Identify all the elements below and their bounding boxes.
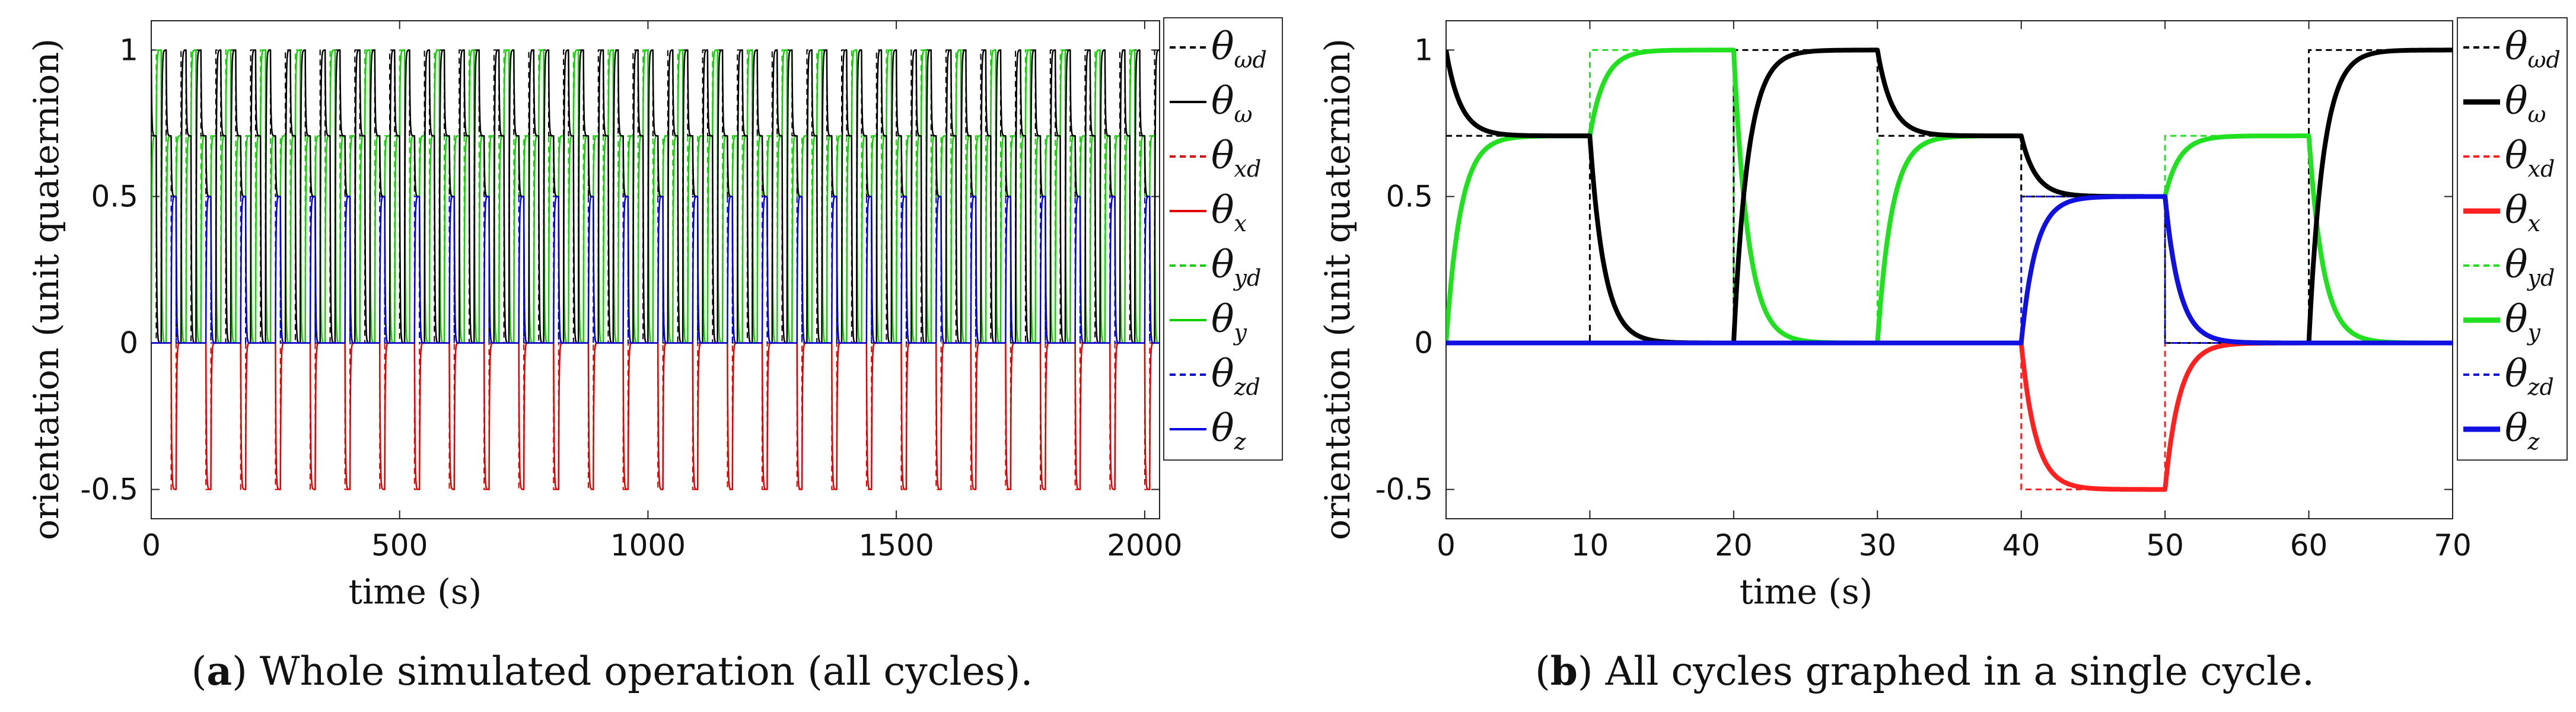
x-tick-label: 30 xyxy=(1858,528,1896,563)
series-actual-y xyxy=(151,49,1160,344)
legend-label: θωd xyxy=(1211,25,1267,73)
legend-label-base: θ xyxy=(1211,189,1234,232)
legend-label-sub: z xyxy=(1234,429,1247,455)
x-tick-label: 1500 xyxy=(859,528,934,563)
legend-label: θy xyxy=(1211,298,1247,346)
legend-label-sub: ωd xyxy=(1234,47,1267,73)
series-actual-z xyxy=(1446,194,2453,346)
legend-label-sub: x xyxy=(2528,210,2540,237)
legend-label-base: θ xyxy=(2505,352,2528,396)
series-group-a xyxy=(151,49,1160,490)
legend-label-base: θ xyxy=(2505,79,2528,123)
caption-b-open: ( xyxy=(1535,649,1550,694)
x-tick-label: 0 xyxy=(1437,528,1456,563)
x-axis-label-b: time (s) xyxy=(1740,571,1873,612)
y-tick-label: 1 xyxy=(1414,33,1433,67)
y-axis-label-a: orientation (unit quaternion) xyxy=(26,39,66,540)
legend-label-base: θ xyxy=(1211,25,1234,69)
x-tick-label: 500 xyxy=(371,528,428,563)
legend-label-sub: y xyxy=(1233,320,1247,346)
x-tick-label: 2000 xyxy=(1107,528,1182,563)
legend-label-base: θ xyxy=(1211,298,1234,341)
legend-label-sub: z xyxy=(2527,429,2540,455)
caption-a-text: ) Whole simulated operation (all cycles)… xyxy=(232,649,1033,694)
x-tick-label: 70 xyxy=(2434,528,2472,563)
legend-label-base: θ xyxy=(1211,134,1234,178)
legend-label-base: θ xyxy=(2505,189,2528,232)
legend-label: θx xyxy=(1211,189,1247,237)
plot-area-a xyxy=(151,20,1160,519)
x-tick-label: 50 xyxy=(2146,528,2184,563)
y-tick-label: 0.5 xyxy=(1386,179,1433,213)
legend-label: θω xyxy=(1211,79,1253,127)
legend-label-sub: ω xyxy=(2528,101,2546,127)
legend-label-sub: yd xyxy=(1233,265,1262,291)
legend-label: θyd xyxy=(2505,243,2555,291)
series-actual-z xyxy=(151,196,1160,344)
x-tick-label: 0 xyxy=(142,528,161,563)
legend-label-sub: yd xyxy=(2527,265,2555,291)
x-tick-label: 40 xyxy=(2002,528,2040,563)
legend-label: θy xyxy=(2505,298,2541,346)
legend-label: θyd xyxy=(1211,243,1261,291)
legend-label-base: θ xyxy=(1211,79,1234,123)
legend-label-base: θ xyxy=(1211,352,1234,396)
y-tick-label: 0 xyxy=(119,326,138,360)
caption-a-letter: a xyxy=(206,648,232,694)
legend-label-base: θ xyxy=(2505,134,2528,178)
legend-label: θzd xyxy=(1211,352,1260,400)
legend-label: θzd xyxy=(2505,352,2554,400)
legend-label: θxd xyxy=(1211,134,1261,182)
caption-b-text: ) All cycles graphed in a single cycle. xyxy=(1578,649,2314,694)
legend-label-sub: xd xyxy=(1234,156,1262,182)
legend-label: θx xyxy=(2505,189,2540,237)
legend-label-sub: y xyxy=(2527,320,2541,346)
axes-frame-b xyxy=(1445,20,2453,519)
legend-box-b xyxy=(2457,17,2568,461)
legend-label-sub: x xyxy=(1234,210,1247,237)
caption-a-open: ( xyxy=(192,649,207,694)
legend-label-sub: ω xyxy=(1234,101,1253,127)
legend-label: θωd xyxy=(2505,25,2561,73)
caption-a: (a) Whole simulated operation (all cycle… xyxy=(192,648,1033,694)
legend-label-sub: ωd xyxy=(2528,47,2561,73)
caption-b-letter: b xyxy=(1550,648,1578,694)
caption-b: (b) All cycles graphed in a single cycle… xyxy=(1535,648,2314,694)
legend-label: θz xyxy=(2505,407,2540,455)
x-tick-label: 1000 xyxy=(610,528,686,563)
x-tick-label: 20 xyxy=(1715,528,1753,563)
x-tick-label: 10 xyxy=(1571,528,1609,563)
y-axis-label-b: orientation (unit quaternion) xyxy=(1317,39,1358,540)
legend-label-base: θ xyxy=(2505,243,2528,287)
legend-label-sub: zd xyxy=(1234,374,1260,400)
series-group-b xyxy=(1446,47,2453,492)
legend-box-a xyxy=(1163,17,1283,461)
legend-label-base: θ xyxy=(1211,407,1234,451)
x-axis-label-a: time (s) xyxy=(349,571,482,612)
legend-label-sub: zd xyxy=(2527,374,2554,400)
legend-label-base: θ xyxy=(2505,407,2528,451)
y-tick-label: 0.5 xyxy=(91,179,138,213)
y-tick-label: 0 xyxy=(1414,326,1433,360)
legend-label-base: θ xyxy=(2505,298,2528,341)
y-tick-label: 1 xyxy=(119,33,138,67)
y-tick-label: -0.5 xyxy=(80,472,138,507)
legend-label-base: θ xyxy=(1211,243,1234,287)
legend-label: θω xyxy=(2505,79,2546,127)
legend-label-sub: xd xyxy=(2528,156,2555,182)
legend-label: θz xyxy=(1211,407,1247,455)
legend-label-base: θ xyxy=(2505,25,2528,69)
legend-label: θxd xyxy=(2505,134,2555,182)
x-tick-label: 60 xyxy=(2290,528,2328,563)
y-tick-label: -0.5 xyxy=(1375,472,1433,507)
axes-frame-a xyxy=(151,20,1160,519)
plot-area-b xyxy=(1445,20,2453,519)
